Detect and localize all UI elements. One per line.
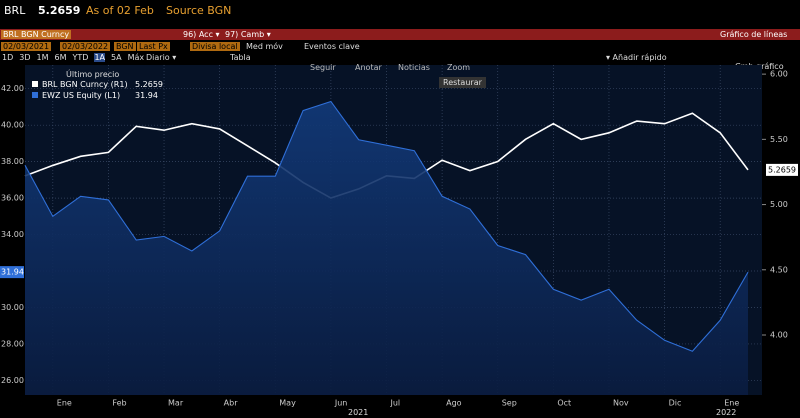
moving-average[interactable]: Med móv	[246, 42, 283, 51]
menu-acc[interactable]: 96) Acc ▾	[183, 30, 220, 39]
x-tick-label: Ago	[446, 399, 462, 408]
x-tick-label: Abr	[224, 399, 239, 408]
y-tick-label: 26.00	[1, 376, 24, 385]
x-tick-label: Mar	[168, 399, 184, 408]
title-bar	[0, 29, 800, 40]
x-tick-label: Sep	[502, 399, 517, 408]
x-tick-label: Nov	[613, 399, 629, 408]
y-tick-label: 42.00	[1, 84, 24, 93]
restore[interactable]: Restaurar	[439, 77, 486, 88]
y-tick-label: 28.00	[1, 339, 24, 348]
x-tick-label: Jul	[390, 399, 401, 408]
as-of: As of 02 Feb	[86, 4, 154, 17]
x-tick-label: Ene	[57, 399, 72, 408]
tool-button[interactable]: Zoom	[447, 63, 471, 72]
y2-tick-label: 4.50	[770, 265, 788, 274]
legend-label: BRL BGN Curncy (R1)	[42, 80, 128, 89]
y-tick-label: 36.00	[1, 194, 24, 203]
frequency[interactable]: Diario ▾	[146, 53, 177, 62]
x-tick-label: May	[279, 399, 296, 408]
y2-tick-label: 6.00	[770, 70, 788, 79]
period-button[interactable]: 1M	[36, 53, 49, 62]
currency[interactable]: Divisa local	[190, 42, 240, 51]
table[interactable]: Tabla	[230, 53, 251, 62]
legend-value: 5.2659	[135, 80, 163, 89]
period-button[interactable]: 5A	[111, 53, 122, 62]
events[interactable]: Eventos clave	[304, 42, 360, 51]
legend-swatch	[32, 81, 38, 87]
start-date[interactable]: 02/03/2021	[1, 42, 52, 51]
tool-button[interactable]: Anotar	[355, 63, 382, 72]
value-box	[0, 266, 24, 279]
series-area	[25, 101, 748, 396]
last-price-label: Último precio	[66, 70, 120, 79]
chart-kind: Gráfico de líneas	[720, 30, 788, 39]
x-tick-label: Feb	[112, 399, 126, 408]
period-button[interactable]: 3D	[19, 53, 31, 62]
series-line	[24, 100, 749, 352]
period-button[interactable]: Máx	[127, 53, 145, 62]
value-box	[766, 163, 798, 176]
y-tick-label: 38.00	[1, 157, 24, 166]
period-button[interactable]: YTD	[72, 53, 89, 62]
x-tick-label: Dic	[669, 399, 682, 408]
price-field[interactable]: Last Px	[137, 42, 170, 51]
period-button[interactable]: 6M	[54, 53, 67, 62]
legend-value: 31.94	[135, 91, 158, 100]
period-button[interactable]: 1A	[94, 53, 105, 62]
year-label: 2021	[348, 408, 369, 417]
period-button[interactable]: 1D	[2, 53, 14, 62]
y2-tick-label: 5.50	[770, 135, 788, 144]
ticker: BRL	[4, 4, 26, 17]
end-date[interactable]: 02/03/2022	[60, 42, 111, 51]
source: Source BGN	[166, 4, 232, 17]
tool-button[interactable]: Seguir	[310, 63, 336, 72]
y2-tick-label: 4.00	[770, 331, 788, 340]
legend-swatch	[32, 92, 38, 98]
x-tick-label: Jun	[334, 399, 348, 408]
y-tick-label: 30.00	[1, 303, 24, 312]
x-tick-label: Ene	[724, 399, 739, 408]
source-field[interactable]: BGN	[114, 42, 136, 51]
y-tick-label: 34.00	[1, 230, 24, 239]
security[interactable]: BRL BGN Curncy	[1, 30, 72, 39]
year-label: 2022	[716, 408, 737, 417]
value-label: 31.94	[1, 268, 24, 277]
x-tick-label: Oct	[557, 399, 571, 408]
quick-add[interactable]: ▾ Añadir rápido	[606, 53, 667, 62]
menu-camb[interactable]: 97) Camb ▾	[225, 30, 271, 39]
legend-label: EWZ US Equity (L1)	[42, 91, 121, 100]
tool-button[interactable]: Noticias	[398, 63, 430, 72]
value-label: 5.2659	[768, 165, 796, 174]
y-tick-label: 40.00	[1, 121, 24, 130]
y2-tick-label: 5.00	[770, 200, 788, 209]
last-price: 5.2659	[38, 4, 81, 17]
